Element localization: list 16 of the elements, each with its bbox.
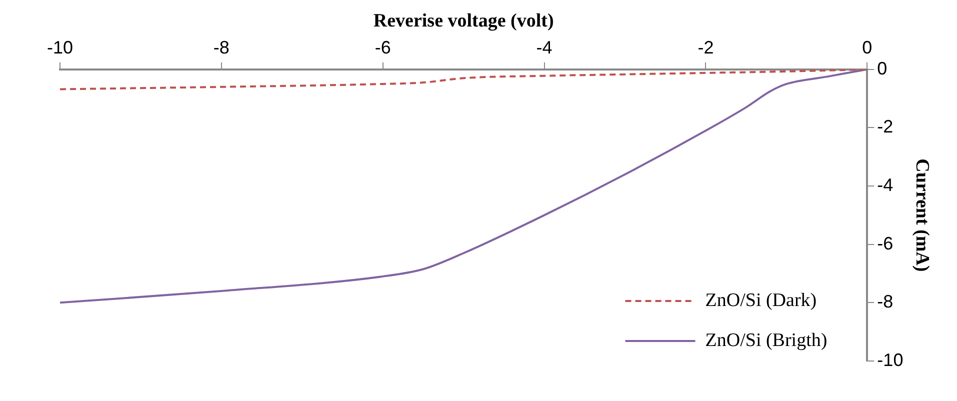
y-axis-title: Current (mA): [912, 158, 933, 272]
legend-label: ZnO/Si (Brigth): [705, 330, 828, 351]
y-tick-label: -10: [877, 350, 904, 370]
y-tick-label: 0: [877, 58, 888, 78]
y-tick-label: -2: [877, 116, 894, 137]
x-tick-label: 0: [862, 38, 872, 58]
x-tick-label: -4: [536, 38, 552, 58]
x-tick-label: -6: [374, 38, 391, 58]
x-axis-title: Reverise voltage (volt): [373, 10, 554, 32]
y-tick-label: -6: [877, 233, 894, 254]
x-tick-label: -8: [213, 38, 230, 58]
legend-label: ZnO/Si (Dark): [705, 290, 817, 311]
x-tick-label: -2: [698, 38, 714, 58]
x-tick-label: -10: [46, 38, 74, 58]
y-tick-label: -4: [877, 175, 894, 196]
y-tick-label: -8: [877, 292, 894, 312]
